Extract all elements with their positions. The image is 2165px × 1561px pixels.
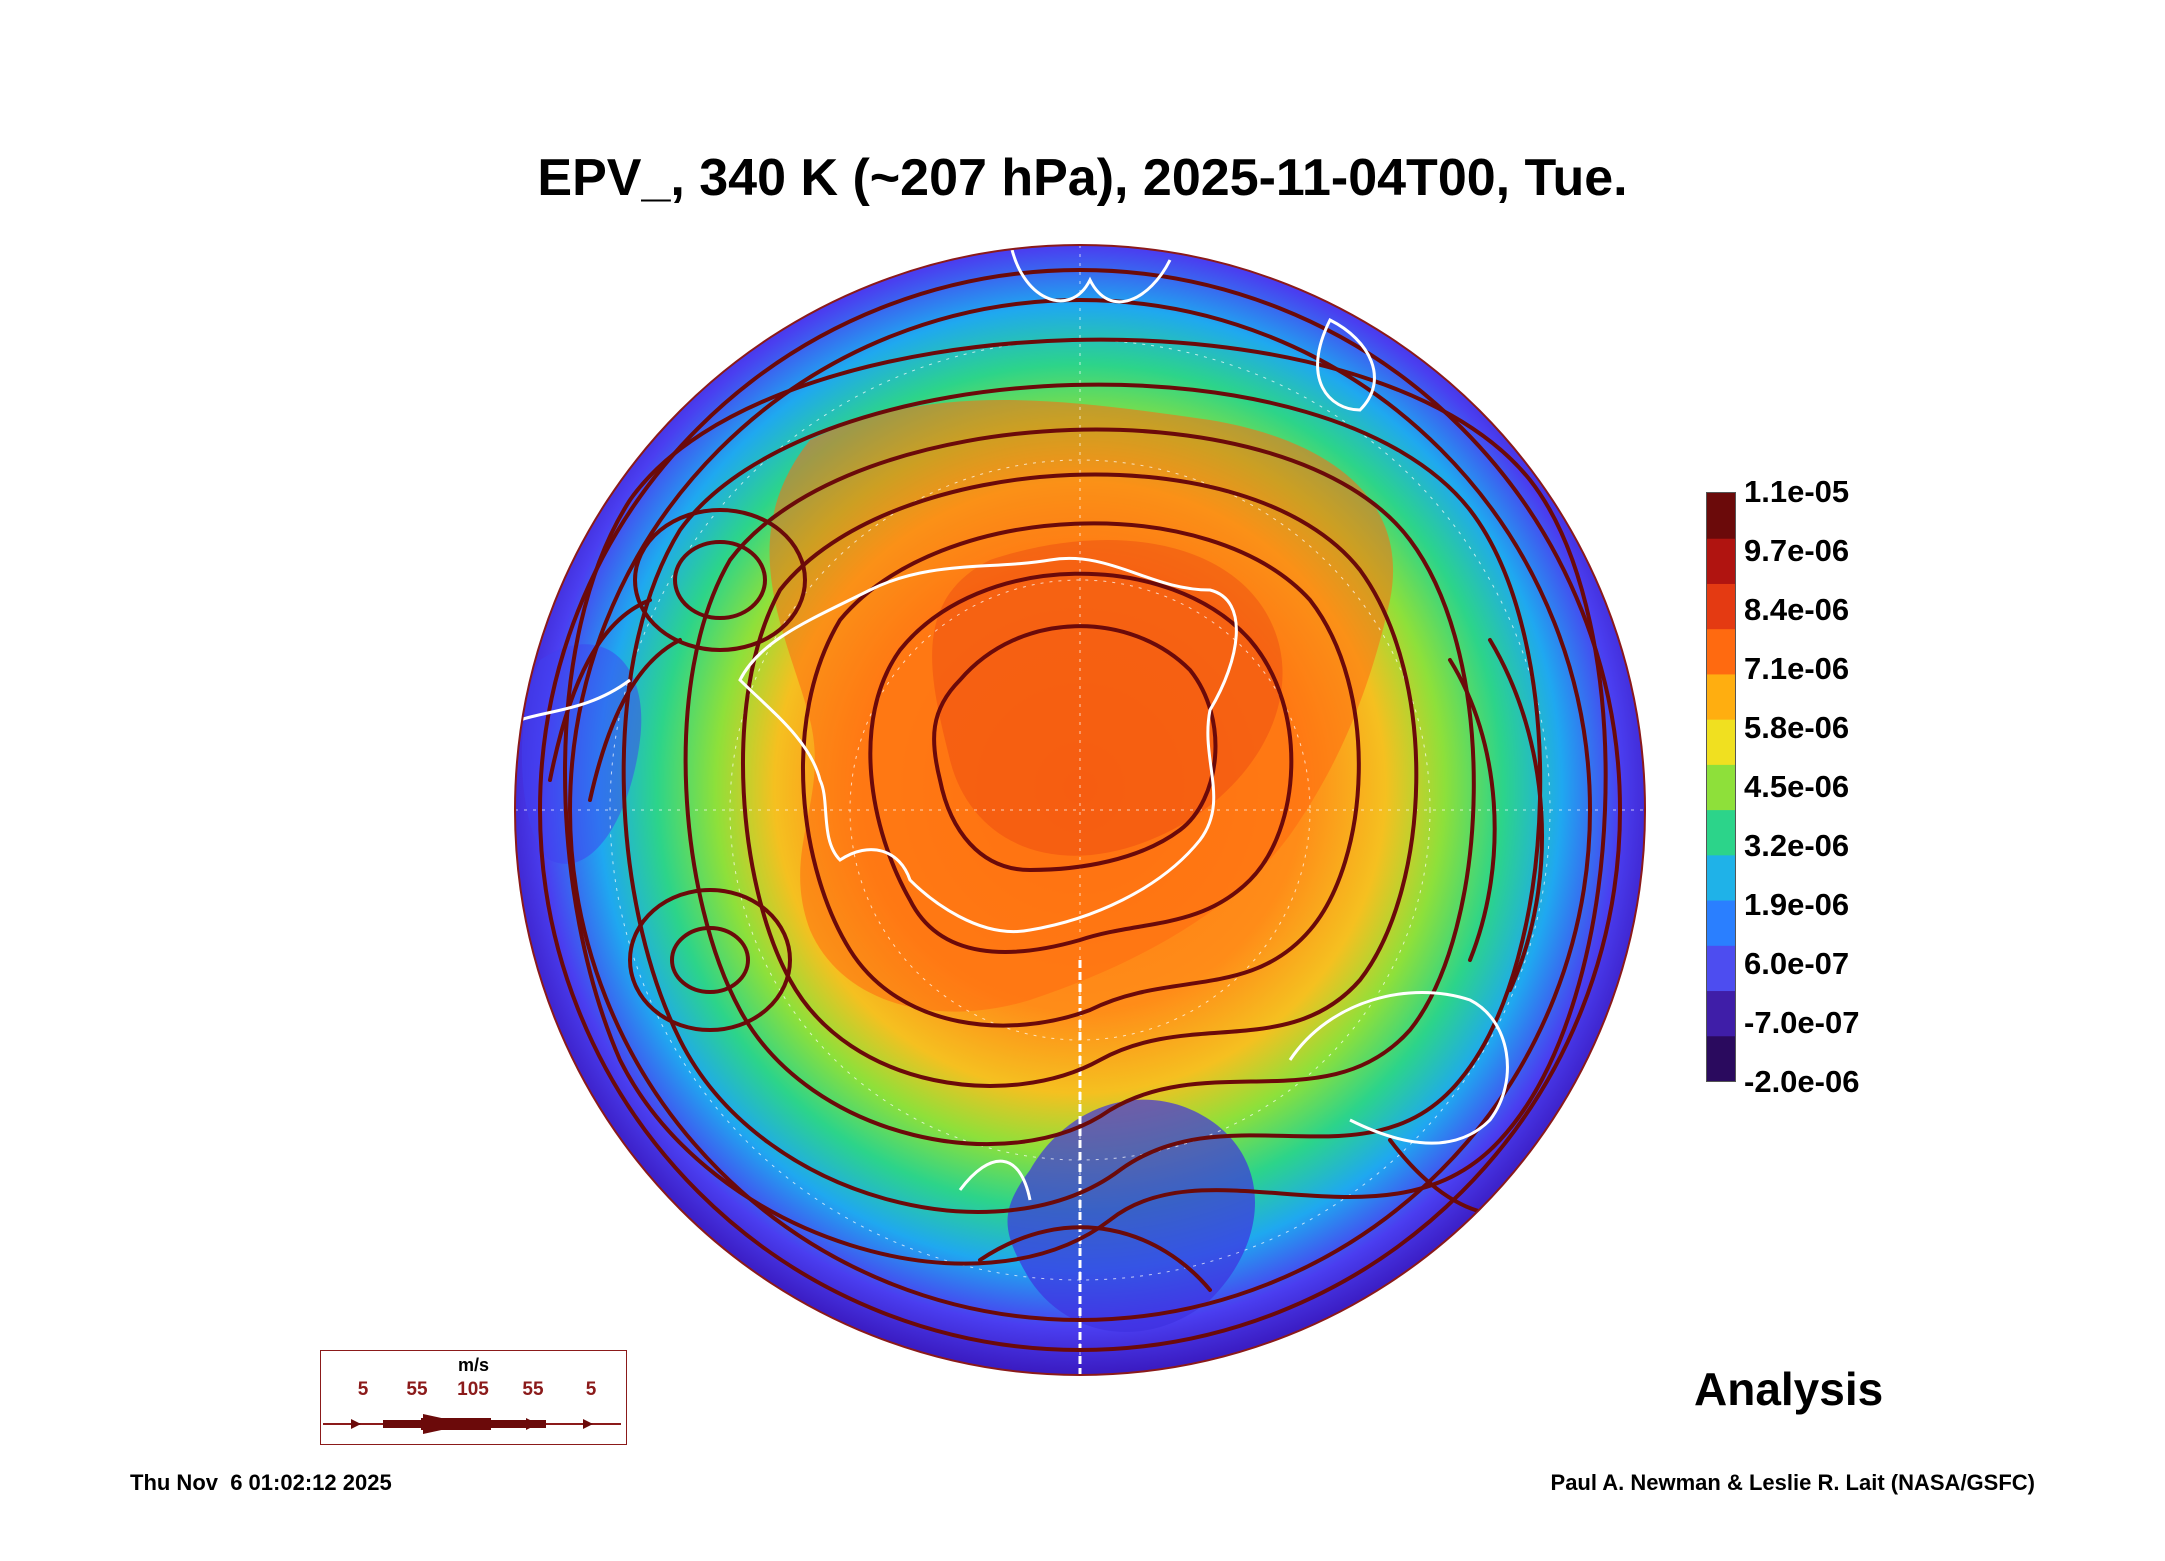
- colorbar-label: 1.1e-05: [1744, 474, 1850, 509]
- wind-unit-label: m/s: [457, 1355, 490, 1375]
- colorbar-swatch: [1707, 583, 1735, 630]
- colorbar-label: -2.0e-06: [1744, 1064, 1860, 1099]
- credit: Paul A. Newman & Leslie R. Lait (NASA/GS…: [1550, 1470, 2035, 1495]
- colorbar-swatch: [1707, 945, 1735, 992]
- colorbar-label: 5.8e-06: [1744, 710, 1850, 745]
- colorbar-label: 8.4e-06: [1744, 592, 1850, 627]
- colorbar-swatch: [1707, 538, 1735, 584]
- streamlines: [538, 268, 1622, 1352]
- wind-speed-label: 5: [585, 1379, 597, 1400]
- colorbar-swatch: [1707, 990, 1735, 1037]
- wind-speed-label: 55: [522, 1379, 544, 1400]
- colorbar-label: 7.1e-06: [1744, 651, 1850, 686]
- wind-speed-label: 105: [457, 1379, 489, 1400]
- colorbar-swatch: [1707, 673, 1735, 720]
- colorbar-swatch: [1707, 628, 1735, 675]
- map-title: EPV_, 340 K (~207 hPa), 2025-11-04T00, T…: [537, 149, 1628, 207]
- colorbar-label: 1.9e-06: [1744, 887, 1850, 922]
- colorbar-swatch: [1707, 764, 1735, 811]
- colorbar: [1706, 492, 1736, 1082]
- coastlines: [519, 245, 1509, 1201]
- polar-map: [514, 244, 1646, 1376]
- colorbar-swatch: [1707, 719, 1735, 765]
- timestamp: Thu Nov 6 01:02:12 2025: [130, 1470, 392, 1495]
- colorbar-swatch: [1707, 809, 1735, 856]
- epv-core: [769, 400, 1394, 1012]
- wind-speed-label: 5: [357, 1379, 369, 1400]
- colorbar-swatch: [1707, 854, 1735, 901]
- colorbar-label: 3.2e-06: [1744, 828, 1850, 863]
- epv-core: [932, 540, 1283, 856]
- colorbar-label: 9.7e-06: [1744, 533, 1850, 568]
- colorbar-swatch: [1707, 493, 1735, 539]
- wind-speed-arrow: [323, 1414, 621, 1434]
- wind-speed-legend: m/s 5 55 105 55 5: [320, 1350, 627, 1445]
- colorbar-swatch: [1707, 900, 1735, 946]
- analysis-label: Analysis: [1694, 1363, 1884, 1415]
- colorbar-label: -7.0e-07: [1744, 1005, 1860, 1040]
- colorbar-label: 4.5e-06: [1744, 769, 1850, 804]
- colorbar-label: 6.0e-07: [1744, 946, 1850, 981]
- wind-speed-label: 55: [406, 1379, 428, 1400]
- colorbar-swatch: [1707, 1035, 1735, 1081]
